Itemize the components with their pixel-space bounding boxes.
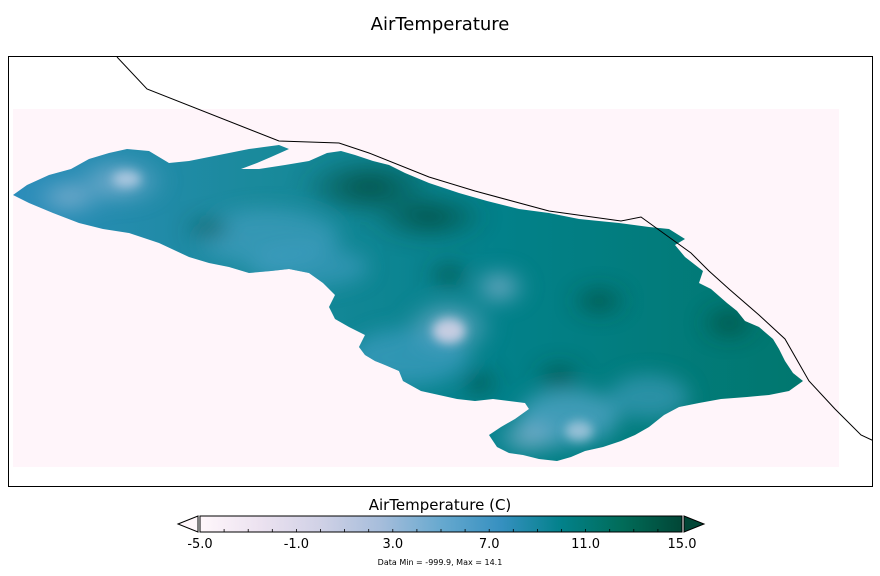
colorbar-over-arrow (683, 515, 706, 533)
map-panel (8, 56, 873, 487)
colorbar (176, 515, 706, 533)
colorbar-tick-label: -1.0 (283, 537, 310, 552)
colorbar-under-arrow (176, 515, 199, 533)
map-canvas (13, 57, 872, 467)
colorbar-tick-label: 3.0 (382, 537, 404, 552)
data-range-note: Data Min = -999.9, Max = 14.1 (377, 558, 503, 567)
coastline (116, 57, 872, 441)
map-title: AirTemperature (370, 14, 510, 35)
colorbar-tick-label: 7.0 (478, 537, 500, 552)
colorbar-tick-label: 11.0 (571, 537, 601, 552)
colorbar-tick-label: -5.0 (187, 537, 213, 552)
colorbar-label: AirTemperature (C) (368, 496, 512, 514)
colorbar-ticks (199, 529, 683, 532)
colorbar-tick-label: 15.0 (667, 537, 697, 552)
